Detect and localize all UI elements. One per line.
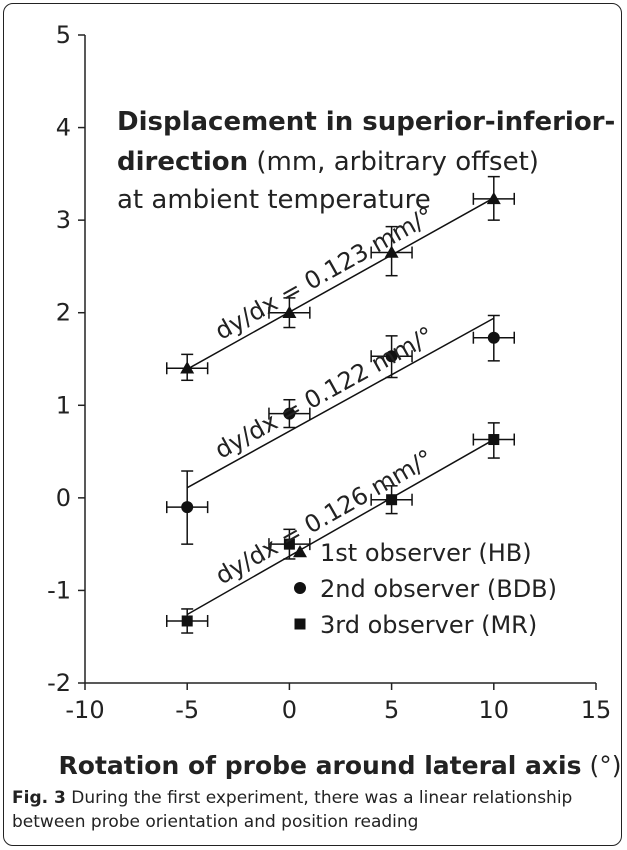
data-point — [180, 361, 195, 374]
legend-marker — [293, 545, 307, 558]
slope-label: dy/dx = 0.126 mm/° — [211, 444, 438, 590]
x-tick-label: 10 — [479, 696, 510, 724]
data-point — [181, 615, 193, 627]
x-axis-label: Rotation of probe around lateral axis (°… — [59, 751, 622, 780]
chart-title-line-1: Displacement in superior-inferior- — [117, 107, 615, 137]
chart-title-line-2: direction (mm, arbitrary offset) — [117, 147, 539, 177]
data-point — [283, 407, 296, 420]
data-point — [488, 434, 500, 446]
caption-label: Fig. 3 — [12, 788, 66, 808]
data-point — [386, 494, 398, 506]
y-tick-label: 1 — [56, 391, 71, 419]
data-point — [282, 305, 297, 318]
x-tick-label: 0 — [282, 696, 297, 724]
x-axis-label-bold: Rotation of probe around lateral axis — [59, 751, 582, 780]
chart-title-line-2-bold: direction — [117, 147, 248, 177]
y-tick-label: -1 — [47, 576, 71, 604]
x-tick-label: -10 — [65, 696, 104, 724]
y-tick-label: 5 — [56, 21, 71, 49]
fit-line — [186, 197, 495, 370]
data-point — [486, 191, 501, 205]
legend-label: 3rd observer (MR) — [320, 611, 537, 639]
chart-title-line-3: at ambient temperature — [117, 185, 431, 215]
chart-title-line-2-rest: (mm, arbitrary offset) — [248, 147, 539, 177]
y-tick-label: 2 — [56, 299, 71, 327]
legend-label: 1st observer (HB) — [320, 539, 532, 567]
y-tick-label: 4 — [56, 114, 71, 142]
fit-line — [186, 438, 495, 616]
figure-frame — [3, 3, 622, 846]
y-tick-label: 3 — [56, 206, 71, 234]
x-tick-label: -5 — [175, 696, 199, 724]
legend-label: 2nd observer (BDB) — [320, 575, 557, 603]
legend-marker — [294, 618, 306, 630]
slope-label: dy/dx = 0.123 mm/° — [210, 201, 438, 345]
data-point — [384, 245, 399, 258]
data-point — [487, 331, 500, 344]
legend-marker — [294, 582, 306, 594]
slope-label: dy/dx = 0.122 mm/° — [210, 321, 438, 464]
data-point — [385, 350, 398, 363]
figure-caption: Fig. 3 During the first experiment, ther… — [12, 786, 612, 834]
x-axis-label-unit: (°) — [582, 751, 622, 780]
caption-text: During the first experiment, there was a… — [12, 788, 573, 832]
x-tick-label: 5 — [384, 696, 399, 724]
y-tick-label: -2 — [47, 669, 71, 697]
y-tick-label: 0 — [56, 484, 71, 512]
legend: 1st observer (HB) 2nd observer (BDB) 3rd o… — [293, 539, 557, 639]
data-point — [181, 501, 194, 514]
x-tick-label: 15 — [581, 696, 612, 724]
data-point — [283, 538, 295, 550]
fit-line — [186, 317, 495, 489]
